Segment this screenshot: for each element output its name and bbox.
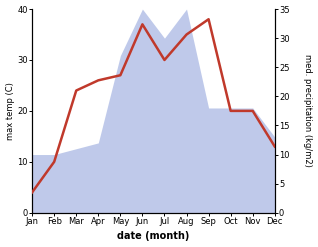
Y-axis label: max temp (C): max temp (C) [5,82,15,140]
X-axis label: date (month): date (month) [117,231,190,242]
Y-axis label: med. precipitation (kg/m2): med. precipitation (kg/m2) [303,54,313,167]
